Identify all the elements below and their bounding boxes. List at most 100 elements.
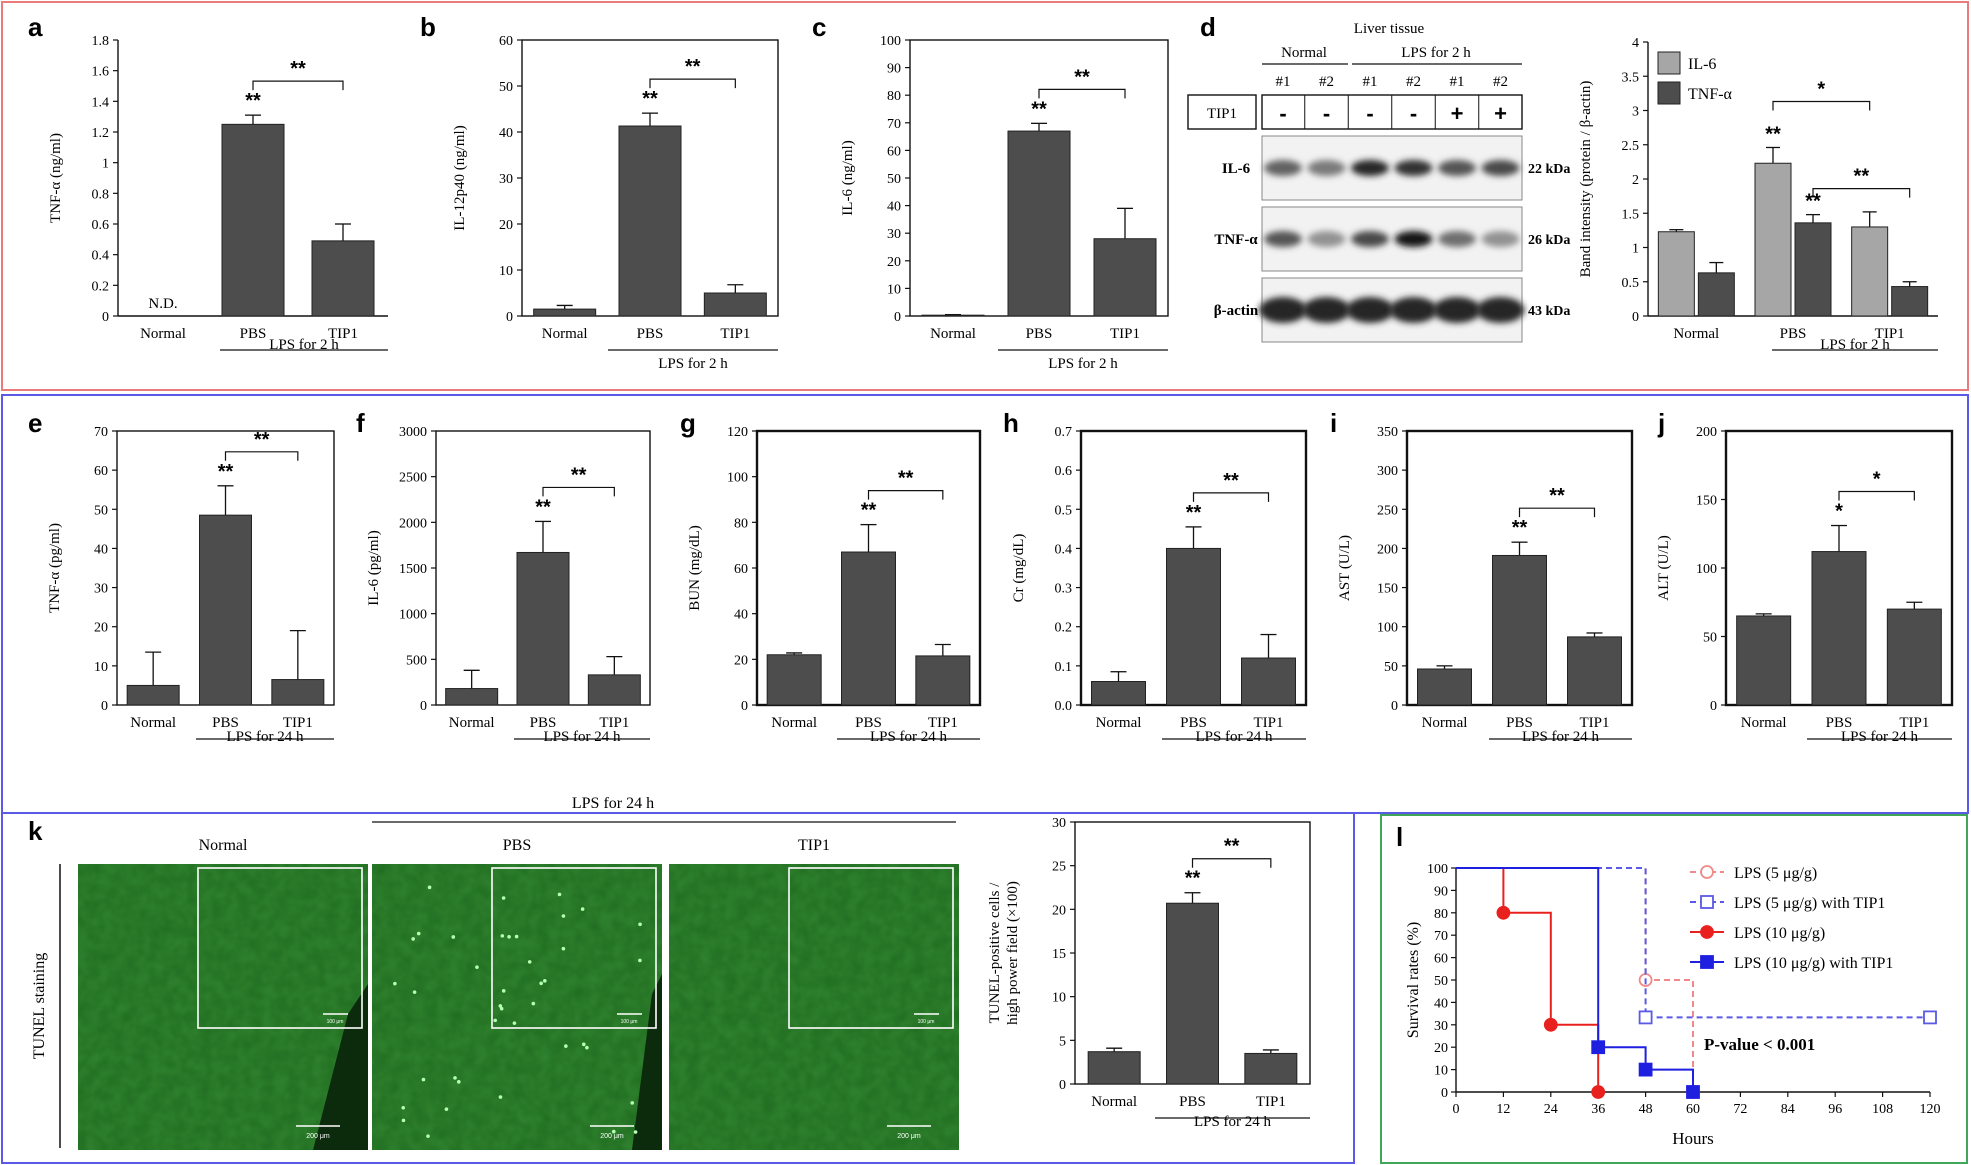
legend-marker xyxy=(1700,865,1714,879)
tunel-positive-cell xyxy=(501,989,506,993)
bar-il-6 xyxy=(1851,226,1889,317)
blot-band xyxy=(1264,160,1302,176)
tunel-positive-cell xyxy=(412,990,417,994)
y-tick-label: 100 xyxy=(727,471,748,486)
significance-mark: ** xyxy=(535,496,551,518)
x-tick-label: 96 xyxy=(1828,1102,1842,1117)
tunel-positive-cell xyxy=(421,1077,426,1082)
x-tick-label: 108 xyxy=(1872,1102,1893,1117)
bar-normal xyxy=(1087,1051,1141,1085)
blot-band xyxy=(1394,160,1433,176)
legend-marker xyxy=(1700,895,1714,909)
significance-mark: ** xyxy=(642,88,658,110)
lane-label: #1 xyxy=(1450,74,1465,90)
section-frame-middle xyxy=(1,394,1969,814)
blot-band xyxy=(1438,160,1476,176)
y-tick-label: 0 xyxy=(894,310,901,325)
tunel-side-label: TUNEL staining xyxy=(31,953,48,1060)
x-tick-label: Normal xyxy=(771,715,817,731)
section-frame-survival xyxy=(1380,814,1968,1164)
tunel-positive-cell xyxy=(493,1018,497,1023)
bar-pbs xyxy=(199,514,252,706)
section-frame-bottom-left xyxy=(1,812,1355,1164)
survival-chart: 0 10 20 30 40 50 60 70 80 90 100 0 12 24 36 48 60 72 84 96 1… xyxy=(1405,862,1941,1148)
chart-f: 0 500 1000 1500 2000 2500 3000 IL-6 (pg/ml) ** **… xyxy=(366,425,651,745)
significance-bracket xyxy=(1838,490,1915,501)
y-axis-label: high power field (×100) xyxy=(1005,881,1021,1025)
x-tick-label: TIP1 xyxy=(1254,715,1284,731)
x-tick-label: TIP1 xyxy=(1580,715,1610,731)
treatment-label-box xyxy=(1187,94,1257,130)
y-tick-label: 0 xyxy=(506,310,513,325)
bar-pbs xyxy=(1811,551,1867,706)
y-tick-label: 40 xyxy=(94,542,108,557)
y-tick-label: 30 xyxy=(1052,816,1066,831)
bar-normal xyxy=(1091,681,1146,706)
panel-label-f: f xyxy=(356,408,365,438)
y-tick-label: 25 xyxy=(1052,860,1066,875)
y-tick-label: 500 xyxy=(406,653,427,668)
blot-band xyxy=(1351,231,1389,247)
group-label: LPS for 2 h xyxy=(269,337,339,353)
y-tick-label: 0 xyxy=(1441,1086,1448,1101)
bar-pbs xyxy=(618,125,682,317)
significance-bracket xyxy=(1038,88,1126,99)
blot-size-label: 26 kDa xyxy=(1528,233,1570,248)
tunel-positive-cell xyxy=(561,914,566,918)
bar-label: N.D. xyxy=(148,296,177,312)
y-tick-label: 50 xyxy=(499,80,513,95)
group-label: LPS for 2 h xyxy=(658,356,728,372)
y-tick-label: 50 xyxy=(1384,660,1398,675)
tunel-positive-cell xyxy=(611,1129,616,1134)
y-tick-label: 100 xyxy=(1427,862,1448,877)
y-tick-label: 50 xyxy=(1434,974,1448,989)
bracket-mark: ** xyxy=(1549,485,1565,507)
group-label: LPS for 24 h xyxy=(870,729,948,745)
x-tick-label: Normal xyxy=(1091,1094,1137,1110)
x-tick-label: PBS xyxy=(212,715,239,731)
y-tick-label: 1.8 xyxy=(92,34,110,49)
bracket-mark: ** xyxy=(1224,836,1240,858)
x-tick-label: 48 xyxy=(1639,1102,1653,1117)
y-tick-label: 2.5 xyxy=(1622,139,1640,154)
y-tick-label: 0 xyxy=(741,699,748,714)
legend-label: TNF-α xyxy=(1688,86,1733,103)
legend-marker xyxy=(1700,925,1714,939)
tunel-positive-cell xyxy=(475,965,479,969)
blot-size-label: 22 kDa xyxy=(1528,162,1570,177)
legend-label: LPS (5 μg/g) xyxy=(1734,865,1817,882)
lane-label: #2 xyxy=(1319,74,1334,90)
y-tick-label: 0 xyxy=(101,699,108,714)
y-tick-label: 60 xyxy=(734,562,748,577)
chart-k: 0 5 10 15 20 25 30 TUNEL-positive cells / high p… xyxy=(987,816,1311,1130)
y-tick-label: 30 xyxy=(887,227,901,242)
tunel-image-label: PBS xyxy=(503,837,531,854)
legend-label: LPS (5 μg/g) with TIP1 xyxy=(1734,895,1885,912)
tunel-positive-cell xyxy=(580,907,585,911)
tunel-positive-cell xyxy=(416,931,421,936)
bracket-mark: ** xyxy=(254,429,270,451)
scale-label: 200 μm xyxy=(306,1133,330,1140)
chart-a: 0 0.2 0.4 0.6 0.8 1 1.2 1.4 1.6 1.8 TNF-α (ng/ml) N… xyxy=(48,34,388,353)
blot-band xyxy=(1394,231,1433,247)
inset-scale-label: 100 μm xyxy=(918,1019,935,1025)
y-tick-label: 3 xyxy=(1632,105,1639,120)
y-tick-label: 0.2 xyxy=(92,279,110,294)
panel-label-b: b xyxy=(420,12,436,42)
tunel-positive-cell xyxy=(453,1076,457,1080)
treatment-sign: - xyxy=(1323,101,1330,126)
y-tick-label: 90 xyxy=(1434,884,1448,899)
blot-band xyxy=(1481,231,1520,247)
y-tick-label: 2500 xyxy=(399,471,427,486)
bracket-mark: ** xyxy=(685,56,701,78)
western-blot: Liver tissue Normal LPS for 2 h #1 #2 #1 #2 #1 #… xyxy=(1187,21,1570,343)
x-tick-label: PBS xyxy=(1506,715,1533,731)
bracket-mark: * xyxy=(1817,78,1825,100)
tunel-images: LPS for 24 h TUNEL staining Normal 100 μm 20… xyxy=(31,795,959,1150)
x-tick-label: TIP1 xyxy=(1256,1094,1286,1110)
y-tick-label: 0.2 xyxy=(1055,621,1073,636)
bar-normal xyxy=(445,688,499,706)
y-tick-label: 1500 xyxy=(399,562,427,577)
treatment-label: TIP1 xyxy=(1207,106,1237,122)
bar-normal xyxy=(766,654,822,706)
